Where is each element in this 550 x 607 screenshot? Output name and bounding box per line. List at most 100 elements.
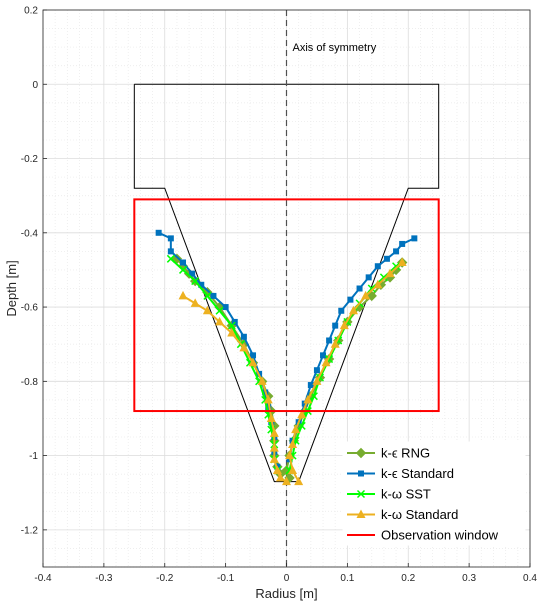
data-point-kstd [240,333,247,340]
y-tick-label: 0.2 [24,6,38,17]
data-point-wstd [269,428,279,437]
x-tick-label: -0.3 [95,573,113,584]
data-point-kstd [320,352,327,359]
marker-stroke [379,273,388,282]
data-point-wstd [373,279,383,289]
legend-marker [356,489,366,499]
data-point-wsst [297,421,306,430]
data-point-kstd [399,240,406,247]
data-point-wstd [312,376,322,385]
marker-stroke [356,489,366,499]
data-point-wstd [275,472,285,482]
data-point-wstd [178,290,188,300]
data-point-kstd [250,352,257,359]
x-tick-label: 0.1 [340,573,354,584]
x-tick-label: -0.1 [217,573,235,584]
data-series [155,229,418,486]
marker-stroke [178,265,188,274]
data-point-wstd [269,443,279,452]
data-point-kstd [155,229,162,236]
data-point-wsst [227,321,236,330]
y-tick-label: -1 [29,451,38,462]
legend-label: k-ω Standard [381,507,458,522]
data-point-wsst [178,265,188,274]
series-line-wstd-right [288,261,403,483]
legend-label: k-ϵ RNG [381,446,430,461]
y-axis-label: Depth [m] [4,260,19,316]
y-tick-label: -0.6 [21,303,39,314]
data-point-kstd [383,255,390,262]
data-point-wsst [166,254,175,263]
y-tick-label: 0 [32,80,38,91]
data-point-wstd [348,305,358,315]
data-point-wstd [285,450,295,460]
x-tick-label: 0.3 [462,573,476,584]
data-point-kstd [332,322,339,329]
data-point-kstd [411,235,418,242]
y-tick-label: -0.2 [21,154,39,165]
y-tick-label: -0.4 [21,228,39,239]
marker-stroke [392,262,401,271]
data-point-kstd [374,263,381,270]
data-point-wstd [190,298,200,307]
data-point-wstd [239,342,249,352]
data-point-kstd [167,248,174,255]
data-point-wstd [266,413,276,422]
data-point-wstd [215,316,225,326]
series-line-wstd-left [182,295,288,483]
data-point-wstd [321,357,331,367]
data-point-wstd [339,320,349,330]
legend-entry: k-ω Standard [347,507,458,522]
legend-entry: Observation window [347,528,499,543]
marker-stroke [203,291,212,300]
data-point-wstd [297,409,307,419]
data-point-kstd [307,382,314,389]
legend-label: Observation window [381,528,499,543]
x-tick-label: -0.4 [34,573,52,584]
data-point-wsst [379,273,388,282]
marker-stroke [297,421,306,430]
data-point-wsst [215,306,224,315]
x-axis-label: Radius [m] [255,586,317,601]
legend-label: k-ϵ Standard [381,466,454,481]
data-point-kstd [301,400,308,407]
data-point-wstd [227,328,237,337]
data-point-wstd [269,454,279,463]
data-point-wstd [291,424,301,434]
marker-stroke [227,321,236,330]
x-tick-label: 0 [284,573,290,584]
y-axis-ticks: 0.2 0 -0.2 -0.4 -0.6 -0.8 -1 -1.2 [21,6,47,536]
y-tick-label: -1.2 [21,525,39,536]
data-point-wstd [330,339,340,348]
legend-marker [355,447,367,459]
data-point-wstd [248,357,258,367]
marker-stroke [367,284,376,293]
x-tick-label: 0.4 [523,573,537,584]
marker-stroke [215,306,224,315]
legend: k-ϵ RNG k-ϵ Standard k-ω SST k-ω Standard Ob… [342,441,526,546]
marker-stroke [309,392,318,401]
data-point-wstd [282,476,291,486]
data-point-wstd [288,439,298,448]
legend-label: k-ω SST [381,487,431,502]
data-point-wstd [397,257,407,267]
data-point-wstd [202,305,212,315]
x-tick-label: 0.2 [401,573,415,584]
data-point-kstd [180,259,187,266]
data-point-wsst [203,291,212,300]
data-point-kstd [265,404,272,411]
legend-marker [356,509,366,518]
legend-entry: k-ω SST [347,487,431,502]
data-point-kstd [210,292,217,299]
data-point-kstd [393,248,400,255]
data-point-wsst [392,262,401,271]
data-point-kstd [338,307,345,314]
legend-entry: k-ϵ Standard [347,466,454,481]
data-point-wsst [367,284,376,293]
data-point-wstd [361,290,371,300]
marker-stroke [166,254,175,263]
data-point-kstd [347,296,354,303]
marker-stroke [191,277,200,286]
y-tick-label: -0.8 [21,377,39,388]
data-point-wstd [288,465,298,474]
